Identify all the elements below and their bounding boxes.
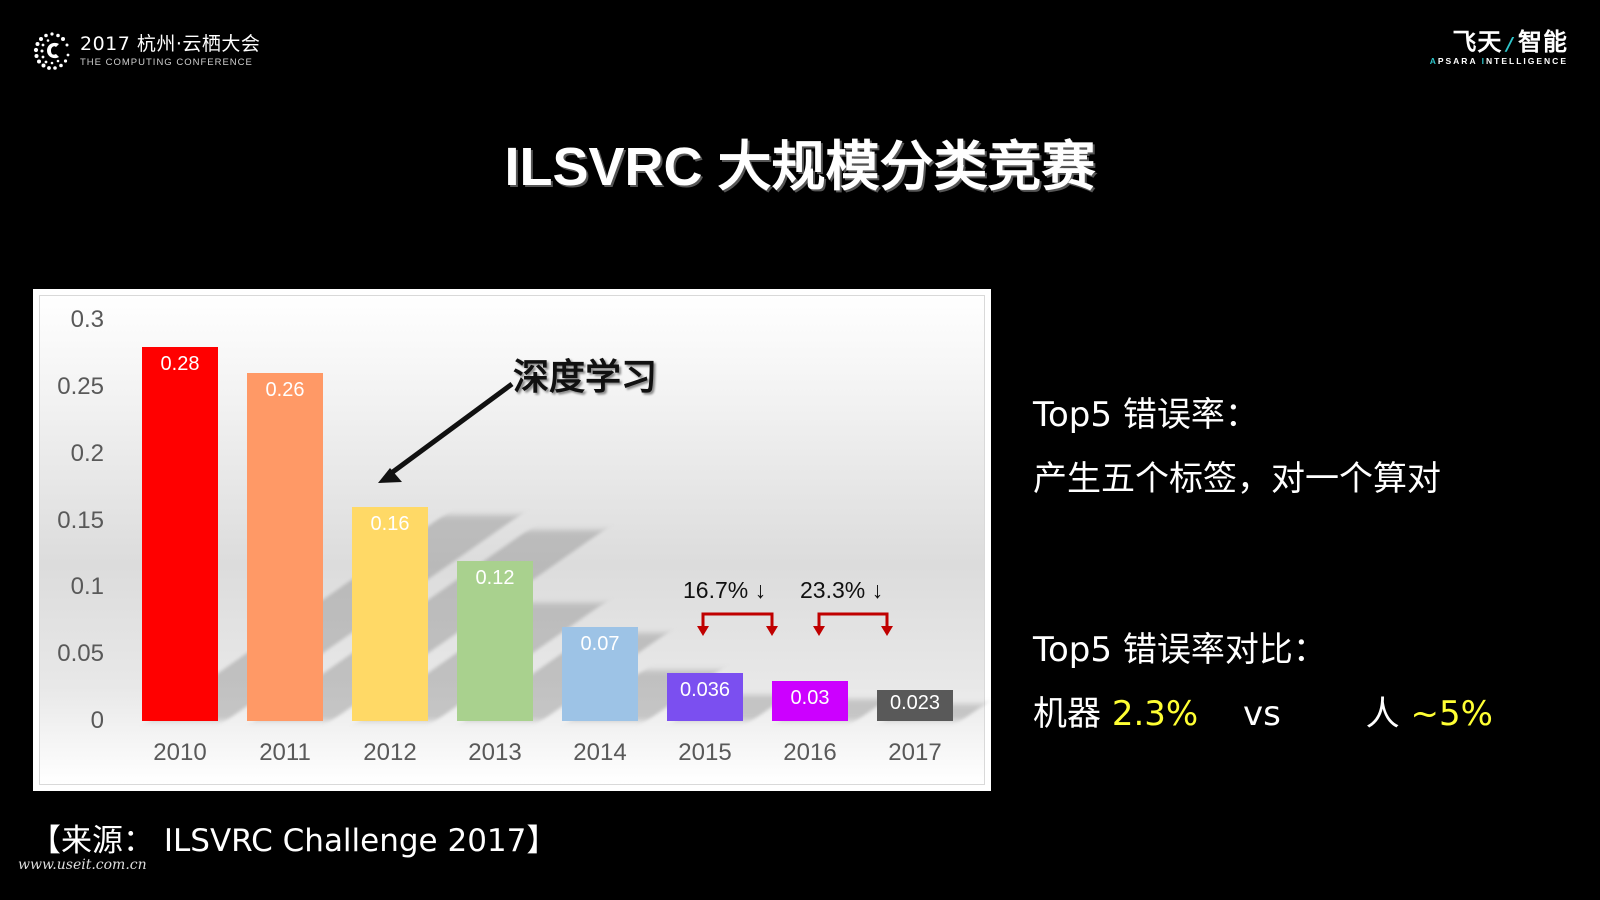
deep-learning-annotation: 深度学习 <box>513 357 658 398</box>
bar-2010: 0.28 <box>142 346 218 721</box>
bar-value-label: 0.28 <box>160 352 200 375</box>
bar-2014: 0.07 <box>562 627 638 721</box>
annotation-arrows <box>378 381 893 636</box>
bar-value-label: 0.12 <box>475 566 515 589</box>
apsara-logo-slash-icon: / <box>1506 34 1514 55</box>
bar-chart: 0 0.05 0.1 0.15 0.2 0.25 0.3 0.28 2010 0.26 2011 0.… <box>33 289 991 791</box>
apsara-subtitle-cap-i: I <box>1481 56 1487 66</box>
bar-2011: 0.26 <box>247 373 323 721</box>
bar-2016: 0.03 <box>772 680 848 721</box>
drop-percent-2016-2017: 23.3% ↓ <box>800 577 884 603</box>
bar-2012: 0.16 <box>352 507 428 721</box>
page-title: ILSVRC 大规模分类竞赛 <box>504 137 1096 197</box>
y-axis-tick: 0.1 <box>70 573 104 601</box>
conference-logo-title: 2017 杭州·云栖大会 <box>80 32 261 55</box>
chart-plot-area: 0 0.05 0.1 0.15 0.2 0.25 0.3 0.28 2010 0.26 2011 0.… <box>39 295 986 785</box>
computing-conference-dots-c-icon <box>33 32 70 70</box>
y-axis-tick: 0.3 <box>70 306 104 333</box>
source-note: 【来源： ILSVRC Challenge 2017】 <box>30 823 558 859</box>
apsara-subtitle-text-2: NTELLIGENCE <box>1486 56 1568 66</box>
apsara-logo-title-part2: 智能 <box>1518 28 1568 56</box>
vs-label: vs <box>1243 694 1281 734</box>
apsara-logo-title-part1: 飞天 <box>1452 28 1503 56</box>
deep-learning-arrow-icon <box>388 381 514 477</box>
apsara-intelligence-logo: 飞天 / 智能 APSARA INTELLIGENCE <box>1430 30 1568 66</box>
human-label: 人 <box>1365 694 1400 734</box>
bar-value-label: 0.26 <box>265 379 305 402</box>
conference-logo: 2017 杭州·云栖大会 THE COMPUTING CONFERENCE <box>32 30 260 72</box>
drop-percent-2015-2016: 16.7% ↓ <box>683 577 767 603</box>
bar-value-label: 0.16 <box>370 513 410 536</box>
x-axis-tick: 2016 <box>783 739 837 766</box>
conference-logo-subtitle: THE COMPUTING CONFERENCE <box>80 56 253 68</box>
y-axis-tick: 0.2 <box>70 439 104 467</box>
y-axis-tick: 0.25 <box>57 372 104 400</box>
apsara-subtitle-text: PSARA <box>1437 56 1482 66</box>
bar-value-label: 0.036 <box>679 678 731 701</box>
machine-error-value: 2.3% <box>1111 694 1199 734</box>
top5-definition-text: 产生五个标签，对一个算对 <box>1033 459 1441 499</box>
x-axis-tick: 2014 <box>573 739 627 766</box>
top5-comparison-values: 机器 2.3% vs 人 ~5% <box>1033 686 1493 735</box>
x-axis-tick: 2011 <box>259 739 311 766</box>
x-axis-tick: 2017 <box>888 739 942 766</box>
watermark: www.useit.com.cn <box>18 857 147 873</box>
x-axis-tick: 2012 <box>363 739 417 766</box>
bar-value-label: 0.07 <box>580 633 620 656</box>
top5-definition-heading: Top5 错误率： <box>1033 395 1259 435</box>
x-axis-tick: 2013 <box>468 739 522 766</box>
top5-comparison-heading: Top5 错误率对比： <box>1033 630 1327 670</box>
x-axis-tick: 2010 <box>153 739 207 766</box>
x-axis-tick: 2015 <box>678 739 732 766</box>
y-axis-tick: 0.05 <box>57 640 104 668</box>
bar-value-label: 0.023 <box>889 692 941 715</box>
apsara-subtitle-cap-a: A <box>1429 56 1438 66</box>
bar-2015: 0.036 <box>667 672 743 721</box>
bar-value-label: 0.03 <box>790 686 830 709</box>
human-error-value: ~5% <box>1410 694 1493 734</box>
machine-label: 机器 <box>1033 694 1101 734</box>
y-axis-tick: 0.15 <box>57 506 104 534</box>
bar-2017: 0.023 <box>877 690 953 721</box>
apsara-logo-subtitle: APSARA INTELLIGENCE <box>1430 57 1568 66</box>
bar-2013: 0.12 <box>457 560 533 721</box>
y-axis-tick: 0 <box>90 707 104 734</box>
